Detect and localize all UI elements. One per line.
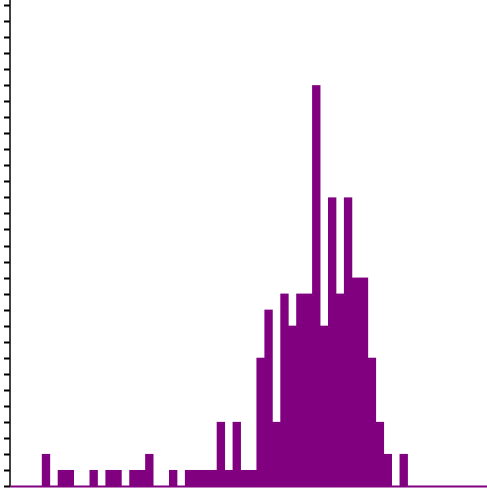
histogram-bar [280, 293, 289, 486]
histogram-bar [169, 469, 178, 486]
histogram-bar [304, 293, 313, 486]
histogram-bar [272, 421, 281, 486]
histogram-bar [200, 469, 210, 486]
histogram-bar [224, 469, 233, 486]
y-axis-ticks [4, 4, 10, 488]
histogram-bar [113, 469, 122, 486]
histogram-bar [208, 469, 218, 486]
histogram-bar [232, 421, 241, 486]
histogram-bar [328, 197, 337, 486]
histogram-bar [320, 325, 329, 486]
histogram-bar [335, 293, 345, 486]
histogram-bar [343, 197, 353, 486]
histogram-bar [351, 277, 361, 486]
histogram-bar [216, 421, 226, 486]
histogram-bar [240, 469, 249, 486]
histogram-bar [57, 469, 67, 486]
histogram-bar [89, 469, 98, 486]
histogram-bar [399, 453, 408, 486]
bars-group [41, 85, 408, 487]
histogram-bar [367, 357, 377, 486]
histogram-bar [375, 421, 385, 486]
histogram-bar [383, 453, 392, 486]
y-axis [4, 0, 11, 488]
histogram-bar [137, 469, 146, 486]
histogram-bar [192, 469, 202, 486]
histogram-bar [359, 277, 369, 486]
histogram-bar [296, 293, 305, 486]
histogram-bar [145, 453, 154, 486]
histogram-bar [41, 453, 51, 486]
histogram-bar [129, 469, 138, 486]
histogram-bar [264, 309, 273, 486]
histogram-bar [65, 469, 74, 486]
histogram-bar [105, 469, 114, 486]
histogram-bar [312, 85, 321, 487]
histogram-bar [184, 469, 194, 486]
histogram-bar [248, 469, 257, 486]
histogram-bar [256, 357, 265, 486]
histogram-bar [288, 325, 297, 486]
